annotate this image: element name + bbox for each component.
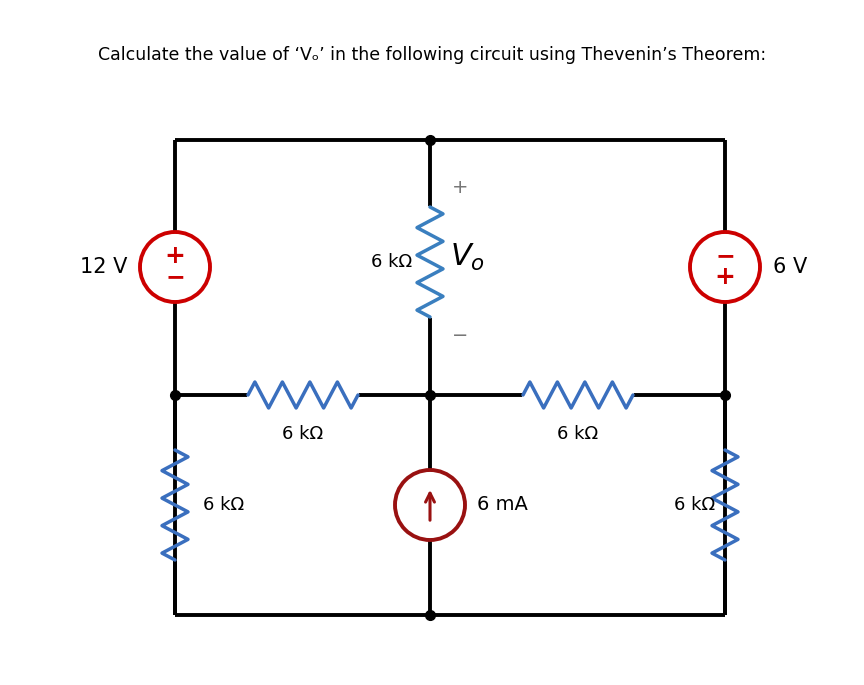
Text: 6 mA: 6 mA: [477, 495, 528, 514]
Text: −: −: [165, 265, 185, 289]
Text: $V_o$: $V_o$: [450, 241, 485, 273]
Text: 6 kΩ: 6 kΩ: [371, 253, 412, 271]
Text: 12 V: 12 V: [79, 257, 127, 277]
Text: +: +: [715, 265, 735, 289]
Text: 6 kΩ: 6 kΩ: [283, 425, 323, 443]
Text: −: −: [715, 244, 735, 268]
Text: −: −: [452, 325, 468, 345]
Text: Calculate the value of ‘Vₒ’ in the following circuit using Thevenin’s Theorem:: Calculate the value of ‘Vₒ’ in the follo…: [98, 46, 766, 64]
Text: 6 kΩ: 6 kΩ: [557, 425, 599, 443]
Text: 6 V: 6 V: [773, 257, 807, 277]
Text: +: +: [164, 244, 186, 268]
Text: +: +: [452, 177, 468, 197]
Text: 6 kΩ: 6 kΩ: [674, 496, 715, 514]
Text: 6 kΩ: 6 kΩ: [203, 496, 245, 514]
